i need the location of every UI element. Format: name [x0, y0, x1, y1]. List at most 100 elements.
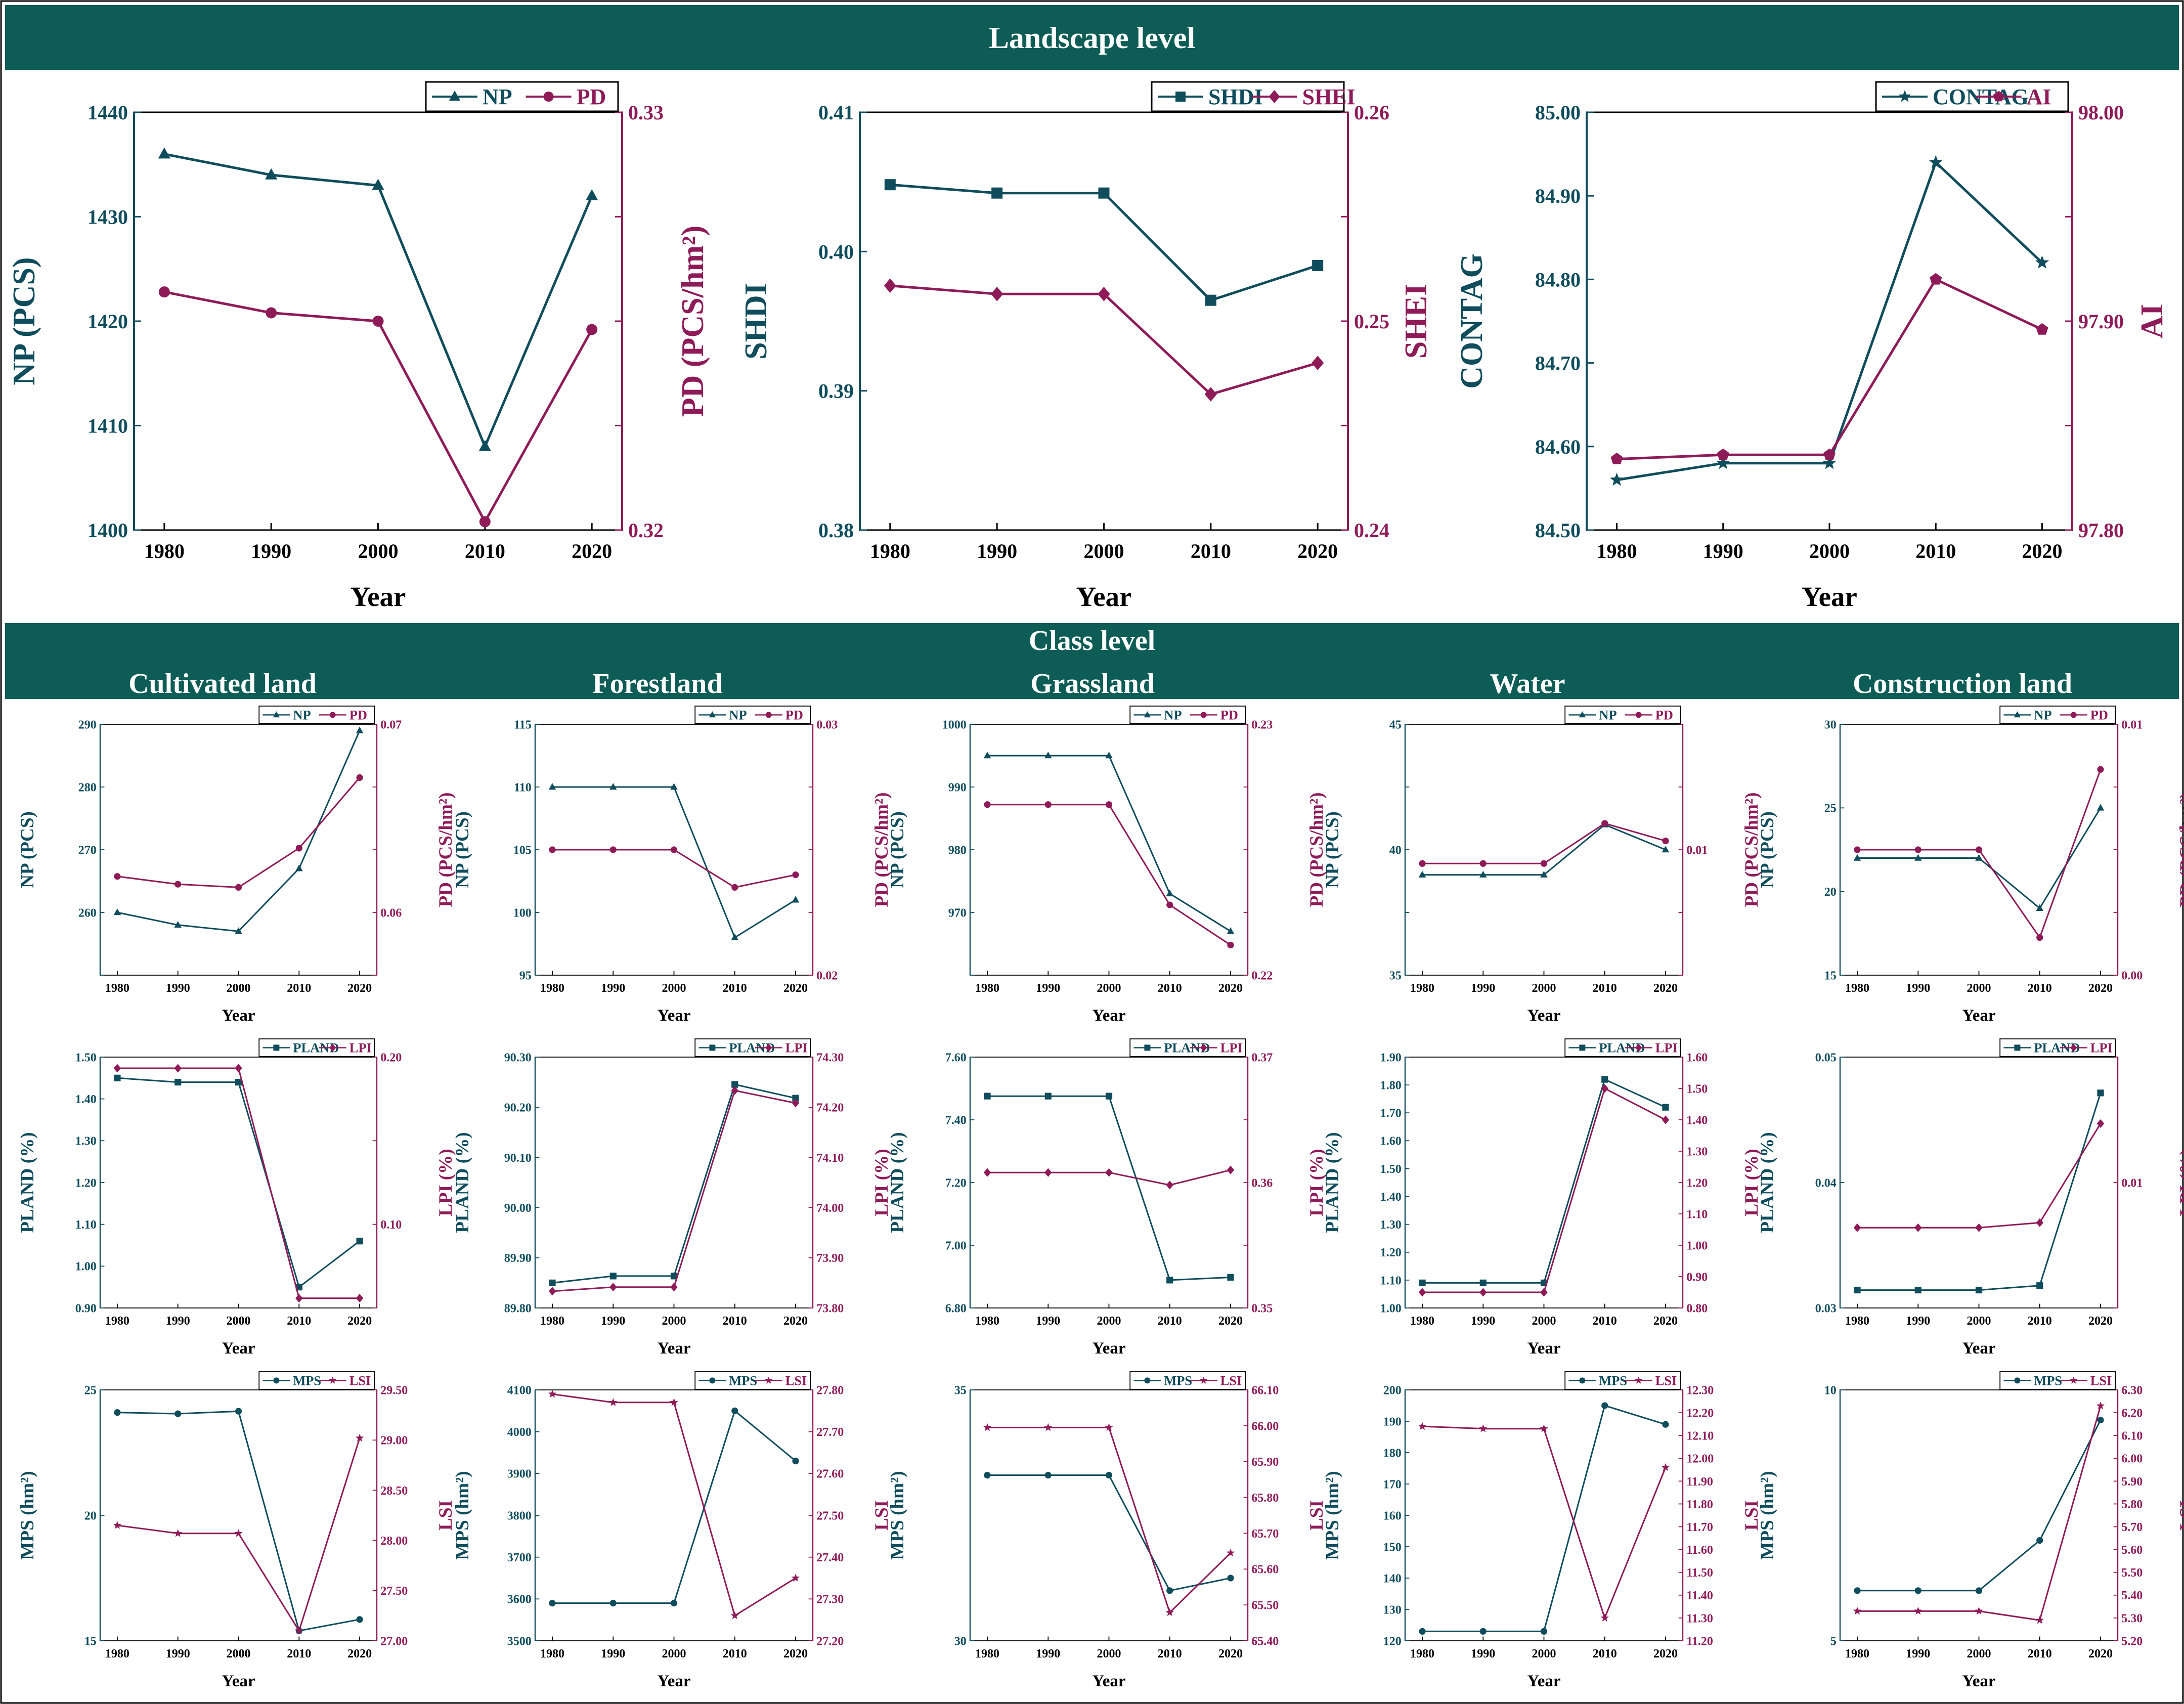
left-tick-label: 3800	[507, 1509, 532, 1522]
np-point	[609, 783, 617, 790]
x-tick-label: 1990	[601, 1647, 625, 1661]
chart-C4: 1980 1990 2000 2010 2020 Year 35 40 45 0.01 NP (PC…	[1322, 706, 1762, 1025]
left-tick-label: 25	[1824, 802, 1837, 815]
left-tick-label: 1.60	[1380, 1135, 1402, 1148]
legend-label-right: PD	[350, 707, 367, 722]
left-tick-label: 1.50	[75, 1051, 97, 1064]
x-tick-label: 2000	[1084, 540, 1124, 562]
left-axis-title: NP (PCS)	[7, 257, 41, 385]
left-tick-label: 170	[1383, 1478, 1402, 1491]
x-tick-label: 2020	[2088, 1647, 2113, 1661]
np-point	[2096, 804, 2105, 811]
np-point	[1975, 854, 1983, 861]
right-tick-label: 97.90	[2078, 310, 2124, 333]
lpi-point	[1418, 1288, 1426, 1297]
left-tick-label: 3500	[507, 1635, 532, 1648]
x-tick-label: 1980	[1410, 982, 1434, 995]
legend-label-right: LPI	[350, 1040, 372, 1055]
right-tick-label: 28.00	[380, 1535, 408, 1548]
left-tick-label: 1.50	[1380, 1163, 1402, 1176]
left-tick-label: 90.30	[504, 1051, 532, 1064]
pland-point	[670, 1273, 678, 1280]
mps-point	[174, 1410, 182, 1417]
left-tick-label: 6.80	[945, 1302, 967, 1315]
np-point	[548, 783, 556, 790]
legend-marker-left	[273, 711, 280, 718]
chart-C10: 1980 1990 2000 2010 2020 Year 0.03 0.04 0.05 0.01…	[1757, 1038, 2184, 1358]
legend-marker-left	[1144, 1044, 1151, 1051]
pd-point	[1166, 901, 1173, 908]
x-tick-label: 1980	[1845, 1315, 1869, 1328]
left-tick-label: 270	[78, 844, 97, 857]
pd-point	[609, 846, 617, 853]
x-axis-title: Year	[658, 1672, 691, 1690]
x-tick-label: 2000	[1967, 1647, 1991, 1661]
left-tick-label: 120	[1383, 1635, 1402, 1648]
x-tick-label: 1980	[105, 982, 129, 995]
pd-point	[1914, 846, 1921, 853]
x-axis-title: Year	[1093, 1672, 1126, 1690]
legend-label-right: LPI	[1220, 1040, 1243, 1055]
left-tick-label: 1.80	[1380, 1079, 1402, 1093]
right-tick-label: 5.40	[2121, 1589, 2143, 1602]
right-tick-label: 5.50	[2121, 1566, 2143, 1580]
ai-point	[2036, 323, 2048, 335]
x-tick-label: 1980	[1410, 1647, 1434, 1661]
right-tick-label: 65.90	[1251, 1456, 1279, 1469]
right-tick-label: 65.40	[1251, 1635, 1279, 1648]
chart-C5: 1980 1990 2000 2010 2020 Year 15 20 25 30 0.00 0.01…	[1757, 706, 2184, 1025]
x-tick-label: 2000	[1097, 982, 1121, 995]
ai-point	[1930, 273, 1942, 285]
legend-marker-right	[329, 712, 336, 718]
right-tick-label: 11.50	[1686, 1566, 1713, 1580]
shdi-point	[884, 179, 896, 191]
right-tick-label: 0.26	[1354, 101, 1389, 124]
x-tick-label: 1980	[975, 1647, 999, 1661]
lsi-point	[1853, 1606, 1862, 1615]
left-tick-label: 1.30	[75, 1135, 97, 1148]
left-axis-title: NP (PCS)	[887, 811, 908, 888]
mps-point	[1975, 1587, 1983, 1594]
right-axis-title: LSI	[1306, 1500, 1327, 1531]
left-tick-label: 1.20	[75, 1176, 97, 1190]
right-axis-title: PD (PCS/hm²)	[2176, 792, 2184, 907]
left-tick-label: 1440	[88, 101, 128, 124]
x-tick-label: 2020	[783, 1315, 808, 1328]
legend-marker-left	[1579, 1377, 1586, 1384]
left-tick-label: 1000	[942, 718, 967, 731]
left-tick-label: 0.40	[818, 240, 854, 263]
legend-marker-right	[2070, 712, 2077, 718]
legend-marker-right	[1200, 712, 1207, 718]
class-title-forestland: Forestland	[592, 668, 722, 700]
right-tick-label: 27.50	[380, 1585, 408, 1598]
x-tick-label: 2000	[1967, 982, 1991, 995]
left-tick-label: 15	[1824, 969, 1837, 982]
right-axis-title: PD (PCS/hm²)	[435, 792, 456, 907]
left-tick-label: 1410	[88, 415, 128, 438]
pd-point	[2097, 766, 2104, 773]
legend-marker-right	[765, 712, 772, 718]
right-tick-label: 66.10	[1251, 1384, 1279, 1397]
np-point	[2036, 904, 2043, 911]
right-tick-label: 0.02	[816, 969, 838, 982]
lpi-point	[1914, 1223, 1922, 1232]
legend-label-right: PD	[2090, 707, 2108, 722]
left-tick-label: 1430	[88, 206, 128, 229]
right-axis-title: PD (PCS/hm²)	[676, 226, 710, 417]
right-axis-title: LPI (%)	[435, 1149, 456, 1216]
left-tick-label: 1.00	[1380, 1302, 1402, 1315]
np-point	[586, 189, 598, 200]
right-tick-label: 0.00	[2121, 969, 2143, 982]
pland-point	[114, 1074, 121, 1081]
right-tick-label: 11.40	[1686, 1589, 1713, 1602]
right-tick-label: 5.60	[2121, 1544, 2143, 1557]
pd-point	[266, 307, 277, 319]
right-tick-label: 6.00	[2121, 1453, 2143, 1466]
left-tick-label: 89.80	[504, 1302, 532, 1315]
x-tick-label: 1990	[166, 982, 190, 995]
x-tick-label: 2000	[1809, 540, 1850, 562]
left-tick-label: 0.39	[818, 380, 854, 403]
right-axis-title: LPI (%)	[2176, 1149, 2184, 1216]
right-axis-title: LPI (%)	[1741, 1149, 1762, 1216]
